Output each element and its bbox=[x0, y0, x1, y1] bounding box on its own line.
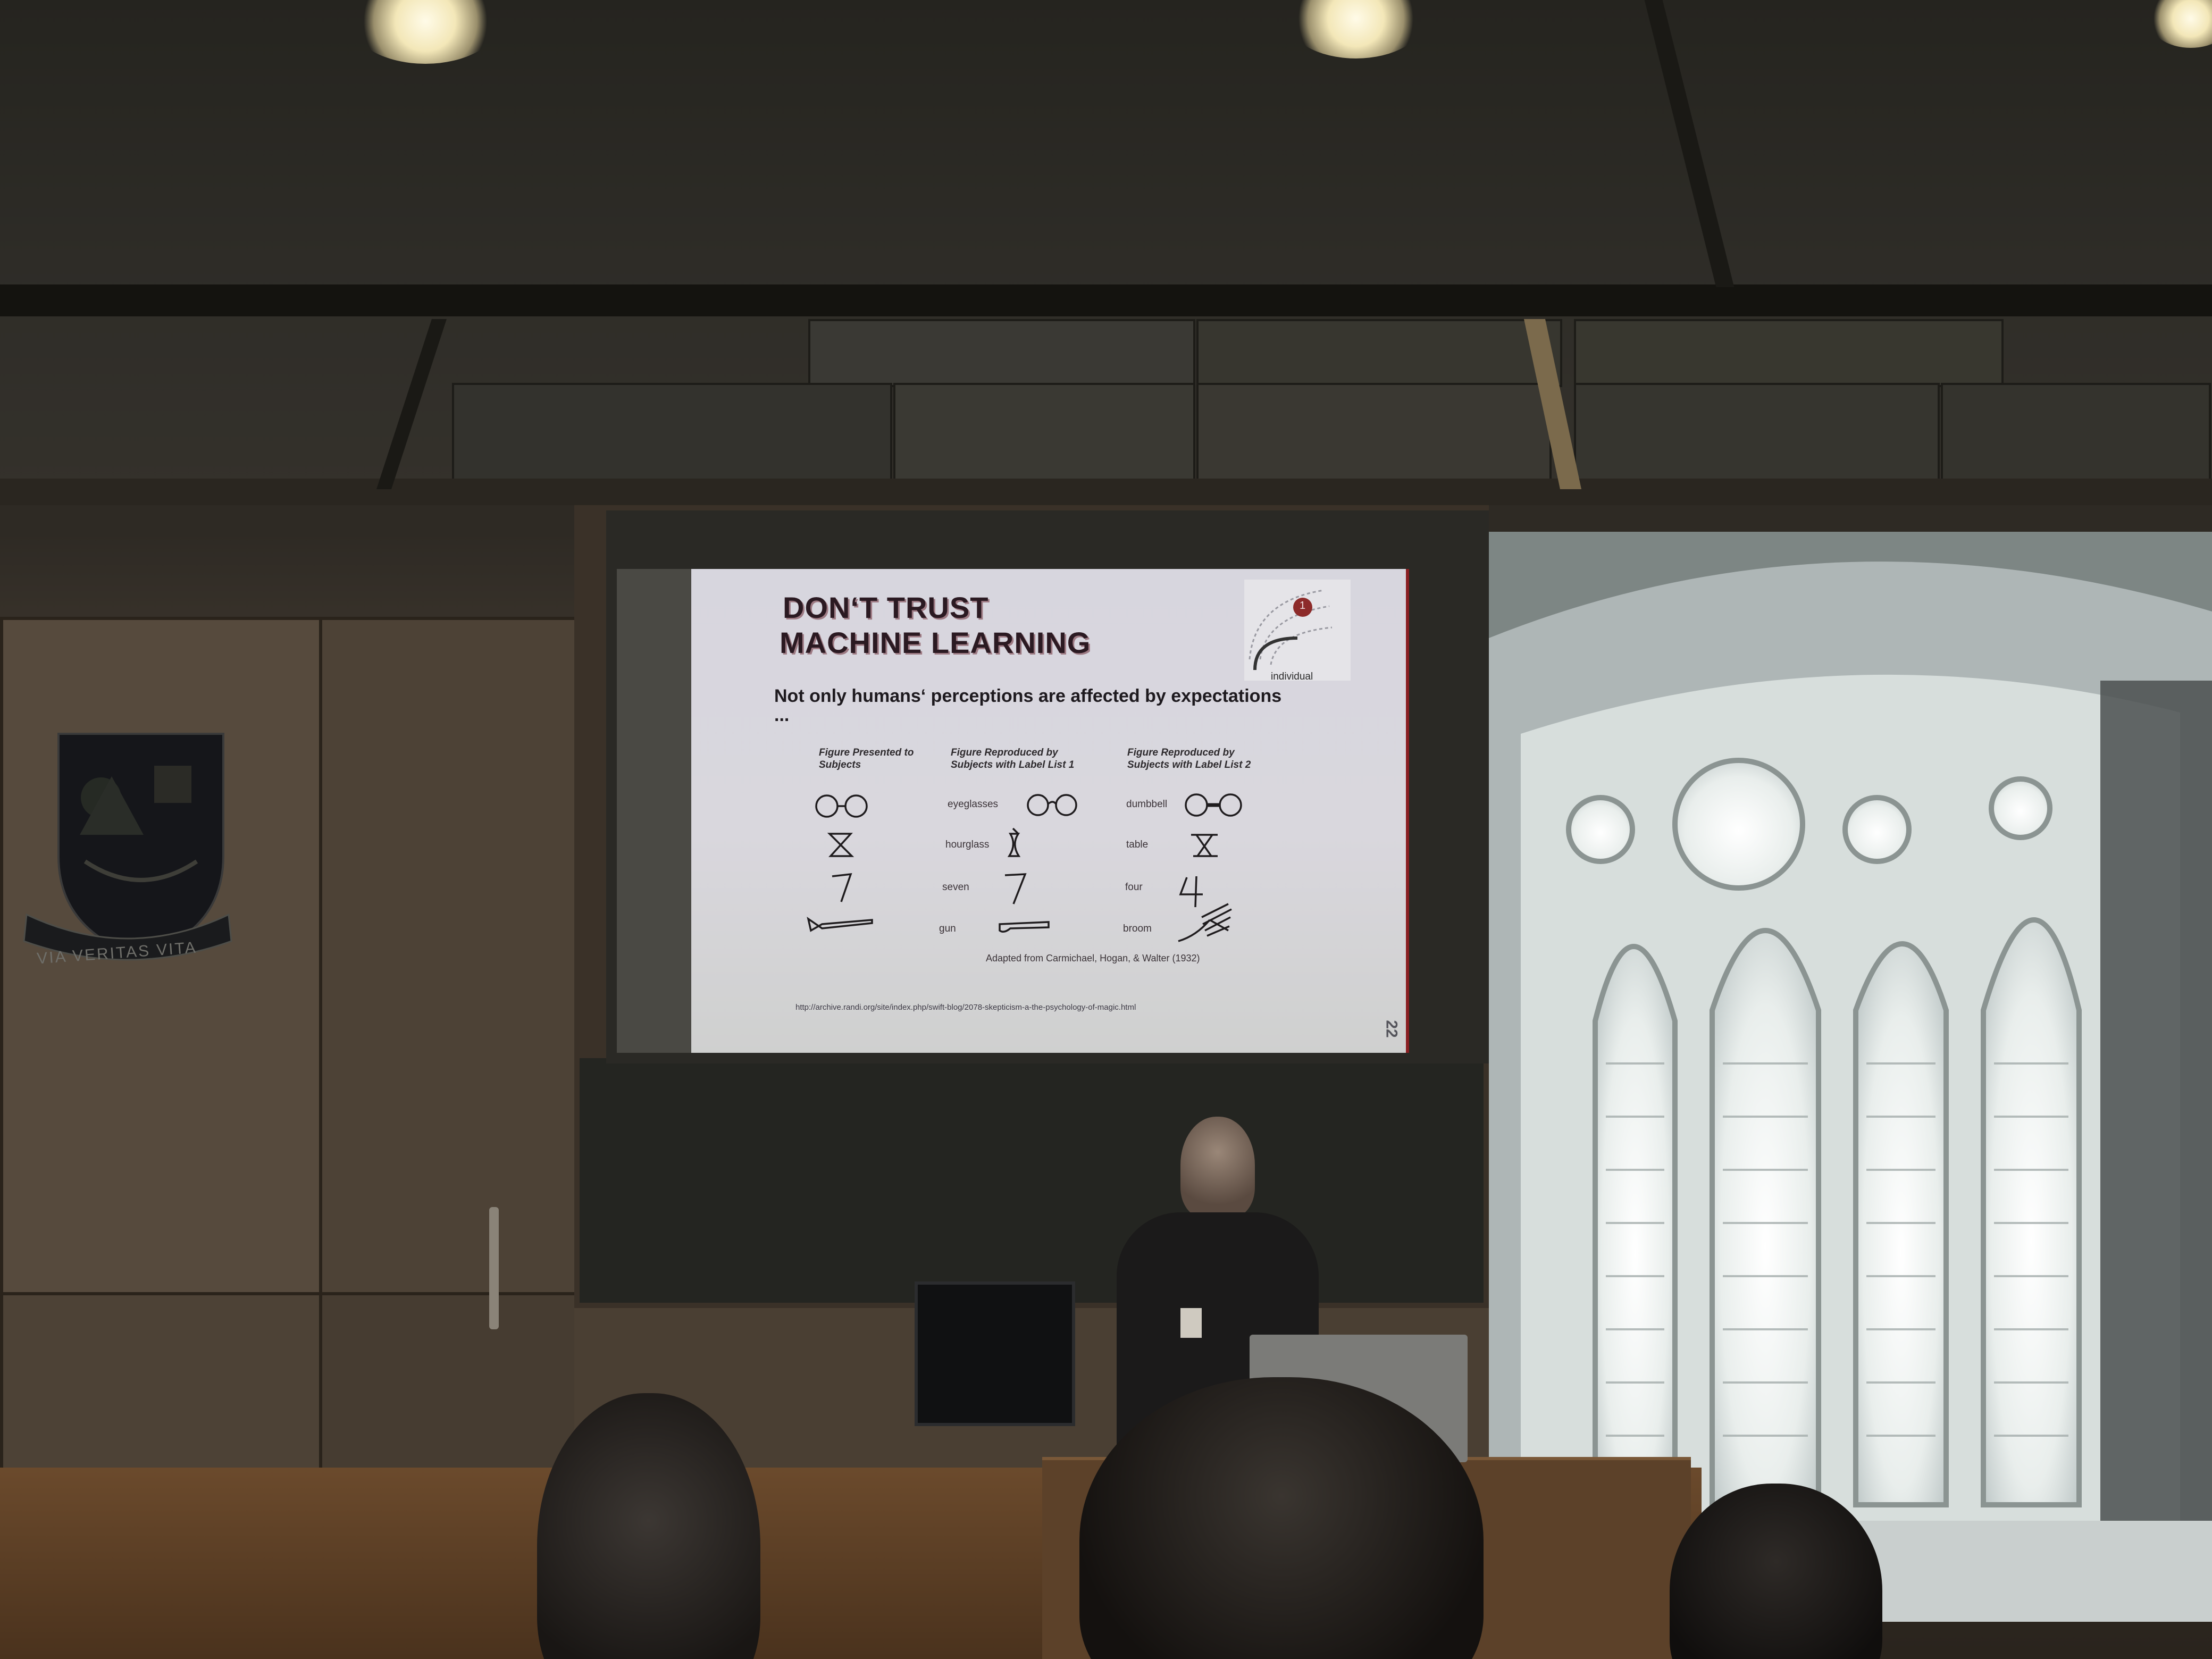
slide-title-line1: DON‘T TRUST bbox=[783, 591, 989, 624]
row-label-list2: broom bbox=[1123, 923, 1152, 934]
blackboard bbox=[580, 1058, 1484, 1303]
ceiling-beam bbox=[0, 479, 2212, 505]
row-label-list1: eyeglasses bbox=[948, 799, 999, 810]
ceiling-tile bbox=[893, 383, 1195, 483]
gothic-window bbox=[1489, 532, 2212, 1622]
row-label-list1: gun bbox=[939, 923, 956, 934]
row-label-list2: dumbbell bbox=[1126, 799, 1168, 810]
column-heading: Figure Presented to Subjects bbox=[819, 747, 914, 770]
presentation-slide: DON‘T TRUST MACHINE LEARNING 1 individua… bbox=[691, 569, 1406, 1053]
door-handle bbox=[489, 1207, 499, 1329]
row-label-list2: four bbox=[1125, 882, 1143, 893]
computer-monitor bbox=[915, 1281, 1075, 1426]
row-label-list1: hourglass bbox=[945, 839, 990, 850]
slide-margin-left bbox=[617, 569, 691, 1053]
ceiling-tile bbox=[1196, 383, 1552, 483]
badge-label: individual bbox=[1271, 671, 1313, 682]
ceiling-tile bbox=[808, 319, 1195, 387]
row-label-list2: table bbox=[1126, 839, 1149, 850]
figure-credit: Adapted from Carmichael, Hogan, & Walter… bbox=[986, 953, 1200, 963]
audience-head bbox=[537, 1393, 760, 1659]
source-url: http://archive.randi.org/site/index.php/… bbox=[795, 1003, 1136, 1012]
ceiling-tile bbox=[1941, 383, 2211, 483]
row-label-list1: seven bbox=[942, 882, 969, 893]
wall-panel bbox=[319, 617, 581, 1298]
ceiling-tile bbox=[1574, 383, 1940, 483]
ceiling-tile bbox=[1574, 319, 2004, 387]
badge-number: 1 bbox=[1300, 600, 1306, 611]
column-heading: Figure Reproduced by Subjects with Label… bbox=[951, 747, 1075, 770]
progress-badge: 1 individual bbox=[1244, 580, 1351, 682]
slide-subtitle-line1: Not only humans‘ perceptions are affecte… bbox=[774, 686, 1282, 706]
figure-drawings bbox=[807, 793, 1242, 942]
audience-head bbox=[1670, 1484, 1882, 1659]
column-heading: Figure Reproduced by Subjects with Label… bbox=[1127, 747, 1251, 770]
ceiling-beam bbox=[0, 284, 2212, 316]
wall-panel bbox=[0, 1292, 325, 1485]
wall-panel bbox=[319, 1292, 581, 1485]
ceiling-tile bbox=[452, 383, 892, 483]
slide-page-number: 22 bbox=[1382, 1020, 1401, 1038]
slide-subtitle-line2: ... bbox=[774, 705, 790, 725]
audience-head bbox=[1079, 1377, 1484, 1659]
university-crest bbox=[21, 728, 234, 973]
slide-title-line2: MACHINE LEARNING bbox=[780, 626, 1091, 659]
ceiling-tile bbox=[1196, 319, 1562, 387]
